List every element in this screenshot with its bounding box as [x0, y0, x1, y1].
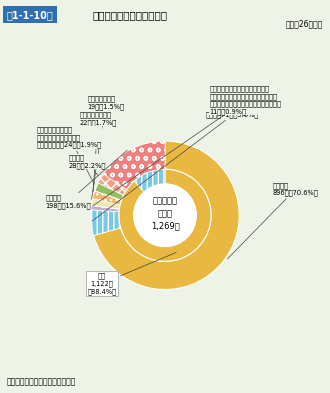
Wedge shape [95, 183, 124, 200]
Wedge shape [91, 206, 119, 212]
Text: 建物用途別の死者発生状況: 建物用途別の死者発生状況 [92, 10, 167, 20]
Text: （備考）「火災報告」により作成: （備考）「火災報告」により作成 [7, 377, 76, 386]
Wedge shape [93, 191, 121, 205]
Text: 複合用途・特定
19人（1.5%）: 複合用途・特定 19人（1.5%） [87, 95, 124, 199]
Wedge shape [91, 198, 120, 209]
Wedge shape [94, 141, 239, 290]
Text: 一般住宅
896人（70.6%）: 一般住宅 896人（70.6%） [227, 182, 318, 259]
Text: 劇場・遊技場・飲食店舗・待合・
物品販売店舗・旅館・ホテル・病院・
診療所・グループホーム・社会福祉施設
11人（0.9%）: 劇場・遊技場・飲食店舗・待合・ 物品販売店舗・旅館・ホテル・病院・ 診療所・グル… [93, 85, 281, 206]
Text: 住宅
1,122人
（88.4%）: 住宅 1,122人 （88.4%） [87, 252, 176, 294]
Text: 第1-1-10図: 第1-1-10図 [7, 10, 53, 20]
Text: 学校・神社・工場・
作業所・駐車場・車庫・
倉庫・事務所　24人（1.9%）: 学校・神社・工場・ 作業所・駐車場・車庫・ 倉庫・事務所 24人（1.9%） [37, 127, 102, 184]
Wedge shape [134, 169, 165, 192]
Text: 併用住宅
28人（2.2%）: 併用住宅 28人（2.2%） [68, 155, 106, 176]
Wedge shape [103, 141, 165, 190]
Text: 共同住宅
198人（15.6%）: 共同住宅 198人（15.6%） [45, 150, 127, 209]
Text: （平成26年中）: （平成26年中） [286, 20, 323, 29]
Text: 複合用途・非特定
22人（1.7%）: 複合用途・非特定 22人（1.7%） [80, 112, 117, 192]
Text: 建物火災の
死者数
1,269人: 建物火災の 死者数 1,269人 [150, 197, 180, 231]
Text: その他　71人（5.6%）: その他 71人（5.6%） [92, 112, 259, 221]
Wedge shape [91, 210, 121, 235]
Wedge shape [98, 174, 127, 195]
Wedge shape [119, 169, 211, 261]
Circle shape [134, 184, 196, 246]
